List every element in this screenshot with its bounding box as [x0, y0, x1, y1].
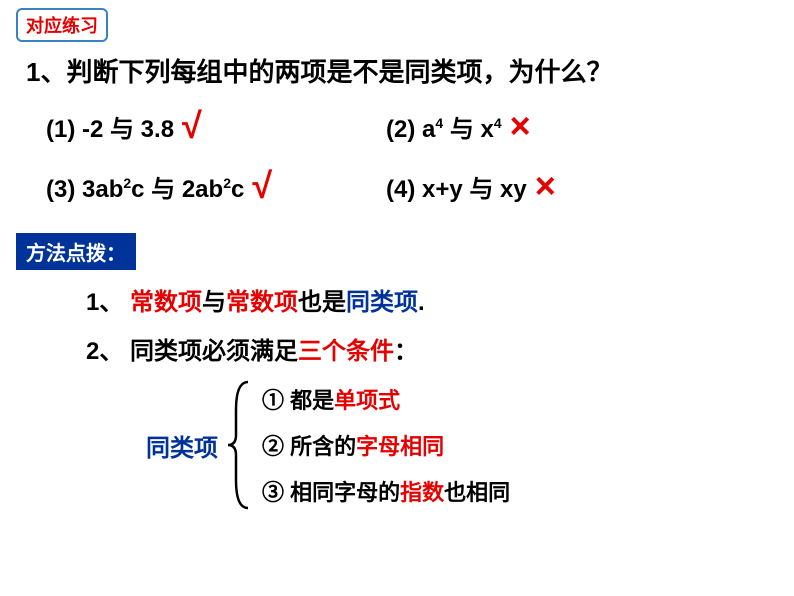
sub-list: ① 都是单项式 ② 所含的字母相同 ③ 相同字母的指数也相同: [262, 383, 510, 507]
s3-b: 指数: [400, 480, 444, 505]
item-3: (3) 3ab2c 与 2ab2c √: [46, 165, 386, 207]
check-icon: √: [182, 105, 202, 147]
item-1: (1) -2 与 3.8 √: [46, 105, 386, 147]
p2-b2: ：: [394, 338, 418, 365]
item-4: (4) x+y 与 xy ×: [386, 165, 556, 207]
point-2: 2、 同类项必须满足三个条件：: [86, 331, 778, 366]
s1-b: 单项式: [334, 388, 400, 413]
brace-icon: [226, 380, 256, 510]
sub-3: ③ 相同字母的指数也相同: [262, 475, 510, 507]
sub-2: ② 所含的字母相同: [262, 429, 510, 461]
s3-a: ③ 相同字母的: [262, 480, 400, 505]
p1-num: 1、: [86, 289, 130, 316]
p1-b2: 也是: [298, 289, 346, 316]
items-row-1: (1) -2 与 3.8 √ (2) a4 与 x4 ×: [46, 105, 778, 147]
cross-icon: ×: [510, 105, 531, 147]
p2-num: 2、: [86, 338, 130, 365]
sub-container: 同类项 ① 都是单项式 ② 所含的字母相同 ③ 相同字母的指数也相同: [146, 380, 778, 510]
s3-c: 也相同: [444, 480, 510, 505]
badge-text: 对应练习: [26, 16, 98, 36]
p1-r1: 常数项: [130, 289, 202, 316]
q-text: 判断下列每组中的两项是不是同类项，为什么？: [66, 57, 612, 87]
item-2: (2) a4 与 x4 ×: [386, 105, 531, 147]
cross-icon: ×: [535, 165, 556, 207]
sub-label: 同类项: [146, 428, 218, 463]
practice-badge: 对应练习: [16, 8, 108, 42]
s2-b: 字母相同: [356, 434, 444, 459]
items-row-2: (3) 3ab2c 与 2ab2c √ (4) x+y 与 xy ×: [46, 165, 778, 207]
p1-b1: 与: [202, 289, 226, 316]
item-1-label: (1) -2 与 3.8: [46, 109, 174, 144]
s2-a: ② 所含的: [262, 434, 356, 459]
p1-dot: .: [418, 289, 425, 316]
p2-b1: 同类项必须满足: [130, 338, 298, 365]
check-icon: √: [252, 165, 272, 207]
sub-1: ① 都是单项式: [262, 383, 510, 415]
p1-bl1: 同类项: [346, 289, 418, 316]
p2-r1: 三个条件: [298, 338, 394, 365]
p1-r2: 常数项: [226, 289, 298, 316]
question-title: 1、判断下列每组中的两项是不是同类项，为什么？: [26, 52, 778, 89]
item-3-label: (3) 3ab2c 与 2ab2c: [46, 169, 244, 204]
s1-a: ① 都是: [262, 388, 334, 413]
q-num: 1、: [26, 57, 66, 87]
method-badge: 方法点拨：: [16, 233, 136, 270]
point-1: 1、 常数项与常数项也是同类项.: [86, 282, 778, 317]
item-4-label: (4) x+y 与 xy: [386, 169, 527, 204]
item-2-label: (2) a4 与 x4: [386, 109, 502, 144]
